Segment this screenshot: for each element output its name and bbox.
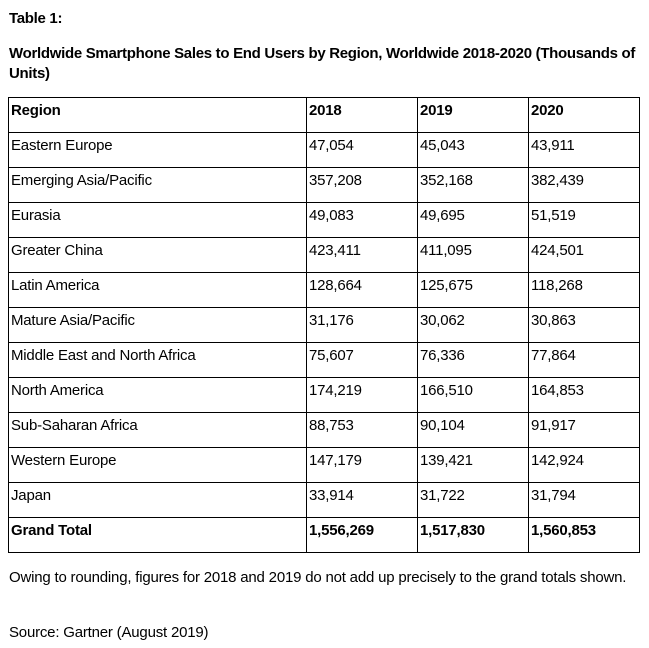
header-2020: 2020: [528, 97, 640, 133]
table-row: Latin America 128,664 125,675 118,268: [8, 272, 640, 308]
cell-value-2018: 357,208: [306, 167, 418, 203]
rounding-note: Owing to rounding, figures for 2018 and …: [9, 569, 627, 586]
cell-value-2019: 139,421: [417, 447, 529, 483]
cell-value-2020: 43,911: [528, 132, 640, 168]
cell-value-2020: 424,501: [528, 237, 640, 273]
cell-value-2020: 382,439: [528, 167, 640, 203]
cell-value-2018: 147,179: [306, 447, 418, 483]
cell-value-2019: 125,675: [417, 272, 529, 308]
table-label: Table 1:: [9, 10, 63, 27]
total-value-2019: 1,517,830: [417, 517, 529, 553]
source-citation: Source: Gartner (August 2019): [9, 624, 209, 641]
cell-region: Western Europe: [8, 447, 307, 483]
cell-value-2020: 118,268: [528, 272, 640, 308]
header-row: Region 2018 2019 2020: [8, 97, 640, 133]
total-region: Grand Total: [8, 517, 307, 553]
table-row: North America 174,219 166,510 164,853: [8, 377, 640, 413]
cell-value-2018: 33,914: [306, 482, 418, 518]
cell-region: Greater China: [8, 237, 307, 273]
cell-value-2019: 30,062: [417, 307, 529, 343]
cell-value-2020: 77,864: [528, 342, 640, 378]
cell-value-2020: 142,924: [528, 447, 640, 483]
cell-value-2019: 352,168: [417, 167, 529, 203]
cell-region: Eurasia: [8, 202, 307, 238]
cell-value-2020: 91,917: [528, 412, 640, 448]
sales-table: Region 2018 2019 2020 Eastern Europe 47,0…: [8, 97, 640, 553]
table-row: Middle East and North Africa 75,607 76,336…: [8, 342, 640, 378]
cell-value-2020: 164,853: [528, 377, 640, 413]
cell-value-2019: 31,722: [417, 482, 529, 518]
cell-value-2019: 90,104: [417, 412, 529, 448]
cell-value-2020: 30,863: [528, 307, 640, 343]
cell-value-2020: 31,794: [528, 482, 640, 518]
total-value-2020: 1,560,853: [528, 517, 640, 553]
table-row: Eurasia 49,083 49,695 51,519: [8, 202, 640, 238]
cell-region: North America: [8, 377, 307, 413]
cell-region: Sub-Saharan Africa: [8, 412, 307, 448]
table-row: Japan 33,914 31,722 31,794: [8, 482, 640, 518]
header-region: Region: [8, 97, 307, 133]
table-row: Mature Asia/Pacific 31,176 30,062 30,863: [8, 307, 640, 343]
cell-value-2018: 47,054: [306, 132, 418, 168]
cell-value-2018: 88,753: [306, 412, 418, 448]
table-row: Western Europe 147,179 139,421 142,924: [8, 447, 640, 483]
cell-value-2018: 49,083: [306, 202, 418, 238]
cell-region: Emerging Asia/Pacific: [8, 167, 307, 203]
table-row: Sub-Saharan Africa 88,753 90,104 91,917: [8, 412, 640, 448]
cell-region: Latin America: [8, 272, 307, 308]
table-row: Greater China 423,411 411,095 424,501: [8, 237, 640, 273]
cell-value-2019: 49,695: [417, 202, 529, 238]
cell-value-2019: 166,510: [417, 377, 529, 413]
cell-region: Eastern Europe: [8, 132, 307, 168]
cell-value-2019: 411,095: [417, 237, 529, 273]
cell-value-2019: 76,336: [417, 342, 529, 378]
cell-value-2020: 51,519: [528, 202, 640, 238]
grand-total-row: Grand Total 1,556,269 1,517,830 1,560,853: [8, 517, 640, 553]
header-2018: 2018: [306, 97, 418, 133]
cell-value-2018: 423,411: [306, 237, 418, 273]
cell-value-2018: 75,607: [306, 342, 418, 378]
table-row: Emerging Asia/Pacific 357,208 352,168 382,4…: [8, 167, 640, 203]
cell-region: Middle East and North Africa: [8, 342, 307, 378]
header-2019: 2019: [417, 97, 529, 133]
cell-value-2018: 31,176: [306, 307, 418, 343]
cell-value-2018: 174,219: [306, 377, 418, 413]
total-value-2018: 1,556,269: [306, 517, 418, 553]
cell-region: Japan: [8, 482, 307, 518]
table-body: Eastern Europe 47,054 45,043 43,911 Emerging…: [8, 132, 640, 553]
cell-region: Mature Asia/Pacific: [8, 307, 307, 343]
cell-value-2019: 45,043: [417, 132, 529, 168]
table-row: Eastern Europe 47,054 45,043 43,911: [8, 132, 640, 168]
table-title: Worldwide Smartphone Sales to End Users …: [9, 45, 636, 82]
cell-value-2018: 128,664: [306, 272, 418, 308]
